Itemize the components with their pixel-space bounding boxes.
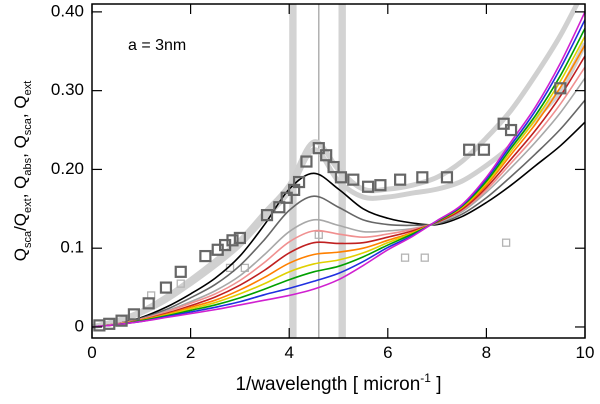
square-marker [159, 281, 173, 294]
square-marker [127, 308, 141, 321]
line-series [92, 19, 585, 328]
y-tick-label: 0.20 [51, 159, 84, 178]
square-marker [174, 265, 187, 278]
square-marker [361, 180, 375, 193]
x-label-sup: -1 [420, 371, 431, 385]
small-square-marker [420, 253, 429, 262]
y-label-sub: abs [22, 157, 34, 175]
square-marker [312, 142, 325, 155]
square-marker [226, 234, 239, 247]
square-marker [334, 171, 348, 184]
square-marker [477, 143, 491, 156]
square-marker [374, 179, 387, 192]
small-square-marker [400, 253, 410, 262]
y-label-text: , Q [11, 95, 30, 118]
square-marker [440, 171, 454, 184]
square-marker [504, 123, 518, 137]
y-label-sub: sca [22, 230, 34, 248]
line-series [92, 66, 585, 328]
square-marker [320, 149, 333, 162]
square-marker [260, 209, 274, 222]
x-tick-label: 0 [87, 343, 96, 362]
x-axis-label: 1/wavelength [ micron-1 ] [235, 371, 441, 395]
square-marker [497, 117, 510, 130]
y-label-text: , Q [11, 135, 30, 158]
square-marker [142, 297, 155, 310]
line-series [92, 55, 585, 328]
y-axis-label: Qsca/Qext, Qabs, Qsca, Qext [11, 81, 34, 262]
line-series [92, 99, 585, 328]
line-series [92, 11, 585, 328]
y-label-sub: ext [22, 198, 34, 213]
y-tick-label: 0.30 [51, 80, 84, 99]
square-marker [416, 171, 429, 184]
y-tick-label: 0.40 [51, 1, 84, 20]
y-tick-label: 0 [75, 316, 84, 335]
square-marker [463, 143, 476, 156]
line-series [92, 35, 585, 328]
annotation: a = 3nm [128, 37, 186, 54]
square-marker [394, 173, 407, 186]
line-series [92, 121, 585, 328]
y-label-text: Q [11, 248, 30, 261]
square-marker [300, 155, 313, 168]
line-series [92, 28, 585, 328]
band [289, 4, 297, 338]
y-label-sub: sca [22, 117, 34, 135]
square-marker [327, 160, 340, 174]
x-label-text: ] [431, 374, 442, 395]
small-square-marker [501, 238, 511, 247]
square-marker [103, 317, 116, 330]
square-marker [199, 249, 212, 263]
small-square-marker [176, 279, 185, 288]
x-label-text: 1/wavelength [ micron [235, 374, 420, 395]
line-series [92, 77, 585, 328]
y-label-sub: ext [22, 81, 34, 96]
line-series [92, 44, 585, 328]
x-tick-label: 8 [482, 343, 491, 362]
square-marker [292, 175, 306, 189]
plot-frame [91, 3, 586, 339]
x-tick-label: 6 [383, 343, 392, 362]
square-marker [554, 82, 567, 95]
plot-area [92, 4, 585, 338]
square-marker [115, 314, 128, 327]
square-marker [233, 231, 246, 245]
y-label-text: , Q [11, 176, 30, 199]
square-marker [347, 173, 360, 186]
x-tick-label: 4 [284, 343, 293, 362]
y-tick-label: 0.1 [60, 238, 84, 257]
y-label-text: /Q [11, 213, 30, 231]
square-marker [273, 201, 286, 214]
x-tick-label: 10 [576, 343, 595, 362]
x-tick-label: 2 [186, 343, 195, 362]
square-marker [280, 191, 293, 204]
